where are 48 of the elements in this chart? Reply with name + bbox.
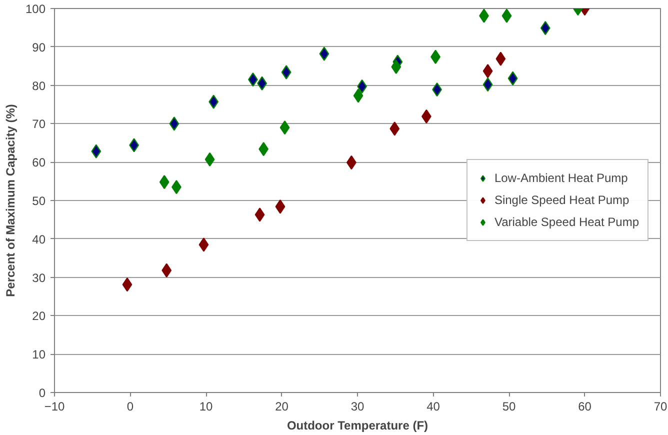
y-tick-label: 10	[32, 348, 46, 362]
point	[496, 52, 506, 66]
y-tick-label: 70	[32, 117, 46, 132]
point	[122, 277, 132, 292]
point	[502, 8, 512, 23]
point	[482, 64, 493, 78]
point	[204, 152, 215, 167]
point	[159, 174, 170, 190]
point	[208, 94, 219, 109]
y-tick-label: 80	[32, 78, 46, 93]
point	[91, 144, 102, 158]
point	[162, 263, 172, 278]
point	[275, 200, 286, 214]
y-axis-title: Percent of Maximum Capacity (%)	[3, 104, 18, 297]
legend-label: Variable Speed Heat Pump	[494, 215, 639, 229]
y-tick-label: 30	[32, 270, 46, 285]
x-tick-label: 30	[350, 400, 364, 414]
x-tick-label: 70	[654, 400, 668, 414]
point	[280, 120, 290, 135]
x-tick-label: 50	[502, 400, 516, 414]
x-tick-label: 40	[426, 400, 440, 414]
point	[281, 65, 292, 80]
point	[254, 208, 265, 222]
point	[390, 122, 400, 136]
y-tick-label: 0	[38, 386, 46, 400]
point	[169, 116, 180, 131]
legend-label: Single Speed Heat Pump	[494, 193, 630, 207]
x-tick-label: 20	[275, 400, 289, 414]
y-tick-label: 50	[32, 194, 46, 208]
y-tick-label: 60	[32, 156, 46, 170]
x-tick-label: 60	[578, 400, 592, 414]
point	[198, 238, 209, 252]
point	[482, 77, 493, 92]
y-tick-label: 90	[32, 40, 46, 54]
point	[353, 88, 364, 103]
y-tick-label: 100	[25, 2, 46, 16]
point	[391, 60, 402, 74]
y-tick-label: 20	[32, 309, 46, 324]
point	[258, 142, 269, 156]
x-tick-label: 0	[126, 400, 134, 414]
legend-label: Low-Ambient Heat Pump	[494, 171, 628, 185]
point	[540, 20, 550, 36]
x-tick-label: −10	[44, 400, 66, 414]
x-tick-label: 10	[199, 400, 213, 414]
point	[319, 46, 330, 61]
y-tick-label: 40	[32, 232, 46, 246]
x-axis-title: Outdoor Temperature (F)	[286, 418, 428, 432]
point	[508, 71, 518, 86]
